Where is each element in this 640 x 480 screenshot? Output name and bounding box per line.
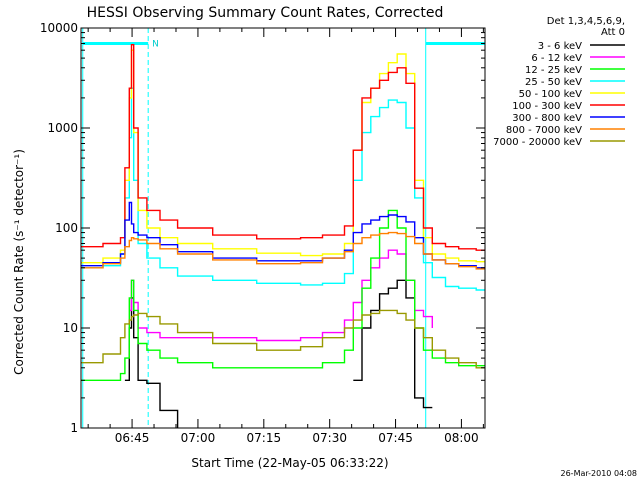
y-tick-label: 10000 — [40, 21, 78, 35]
x-tick-label: 07:15 — [247, 431, 282, 445]
axes-layer: 10000 1000 100 10 1 06:45 07:00 07:15 07:30 07:45… — [40, 21, 486, 445]
legend-label: 100 - 300 keV — [512, 101, 582, 112]
x-tick-label: 07:30 — [312, 431, 347, 445]
legend-title: Att 0 — [601, 27, 625, 38]
x-tick-label: 06:45 — [115, 431, 150, 445]
plot-layer: N — [81, 28, 485, 428]
y-tick-label: 1000 — [47, 121, 78, 135]
legend-label: 6 - 12 keV — [531, 53, 582, 64]
series-line-7 — [81, 231, 485, 270]
series-line-8 — [81, 309, 485, 369]
legend-label: 800 - 7000 keV — [506, 125, 582, 136]
y-tick-label: 10 — [63, 321, 78, 335]
y-tick-label: 1 — [70, 421, 78, 435]
night-marker: N — [152, 39, 159, 49]
legend-label: 3 - 6 keV — [538, 41, 582, 52]
x-tick-label: 07:45 — [378, 431, 413, 445]
chart-title: HESSI Observing Summary Count Rates, Cor… — [87, 5, 444, 21]
y-axis-label: Corrected Count Rate (s⁻¹ detector⁻¹) — [12, 149, 26, 375]
legend-label: 300 - 800 keV — [512, 113, 582, 124]
legend-label: 25 - 50 keV — [525, 77, 582, 88]
series-line-5 — [81, 44, 485, 251]
x-axis-label: Start Time (22-May-05 06:33:22) — [191, 456, 388, 470]
legend-label: 12 - 25 keV — [525, 65, 582, 76]
legend-label: 50 - 100 keV — [519, 89, 583, 100]
x-tick-label: 07:00 — [181, 431, 216, 445]
plot-area — [81, 28, 485, 428]
x-tick-label: 08:00 — [444, 431, 479, 445]
y-tick-label: 100 — [55, 221, 78, 235]
timestamp-footer: 26-Mar-2010 04:08 — [561, 469, 638, 478]
legend-title: Det 1,3,4,5,6,9, — [547, 16, 625, 27]
legend-label: 7000 - 20000 keV — [493, 137, 582, 148]
